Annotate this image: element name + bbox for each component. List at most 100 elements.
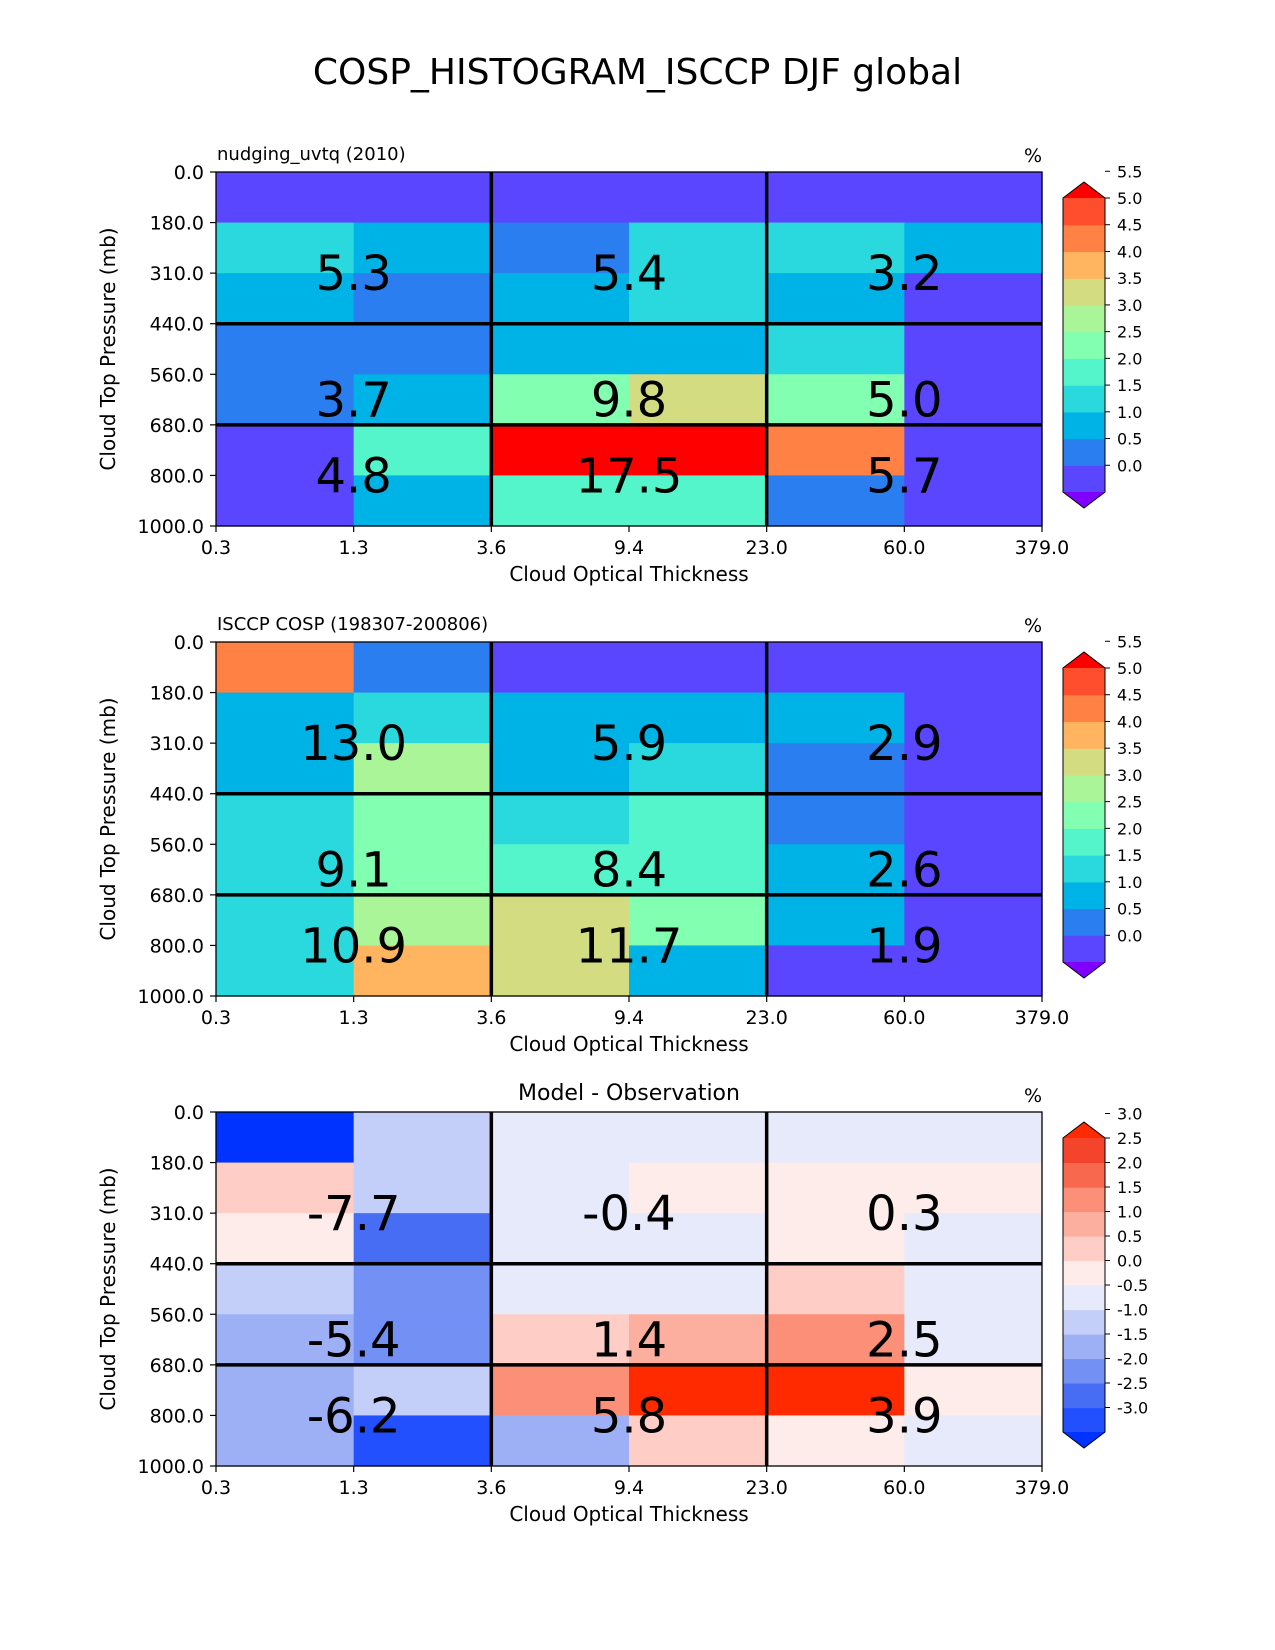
block-value-label: -7.7: [307, 1186, 401, 1242]
heatmap-cell: [629, 374, 768, 426]
heatmap-cell: [353, 1162, 492, 1214]
heatmap-cell: [766, 1112, 905, 1164]
colorbar-tick-label: -0.5: [1117, 1276, 1148, 1295]
y-tick-label: 310.0: [150, 263, 204, 285]
y-tick-label: 180.0: [150, 1153, 204, 1175]
heatmap-cell: [216, 642, 355, 694]
heatmap-cell: [766, 1314, 905, 1366]
heatmap-cell: [629, 424, 768, 477]
block-value-label: 5.3: [315, 246, 391, 302]
colorbar-segment: [1063, 881, 1105, 910]
heatmap-cell: [629, 475, 768, 527]
block-value-label: 1.4: [591, 1313, 667, 1369]
colorbar-extend-bottom: [1063, 1432, 1105, 1448]
heatmap-cell: [216, 1364, 355, 1417]
heatmap-cell: [766, 273, 905, 325]
heatmap-cell: [904, 844, 1043, 896]
x-tick-label: 0.3: [201, 537, 231, 559]
heatmap-cell: [766, 692, 905, 744]
heatmap-cell: [353, 172, 492, 224]
heatmap-cell: [216, 1314, 355, 1366]
block-value-label: 1.9: [866, 918, 942, 974]
heatmap-cell: [766, 475, 905, 527]
heatmap-cell: [766, 1162, 905, 1214]
x-tick-label: 60.0: [883, 1477, 925, 1499]
colorbar-segment: [1063, 1383, 1105, 1409]
colorbar-tick-label: 0.5: [1117, 1227, 1142, 1246]
heatmap-cell: [766, 945, 905, 997]
panel-units: %: [1024, 1085, 1042, 1107]
x-tick-label: 60.0: [883, 537, 925, 559]
heatmap-cell: [766, 172, 905, 224]
colorbar-segment: [1063, 198, 1105, 226]
y-tick-label: 560.0: [150, 364, 204, 386]
x-tick-label: 379.0: [1015, 1007, 1069, 1029]
heatmap-cell: [766, 323, 905, 375]
heatmap-cell: [491, 424, 630, 477]
block-value-label: 13.0: [300, 716, 407, 772]
heatmap-cell: [491, 172, 630, 224]
block-value-label: 8.4: [591, 843, 667, 899]
x-axis-title: Cloud Optical Thickness: [509, 1502, 748, 1526]
heatmap-cell: [216, 692, 355, 744]
panel-title-left: nudging_uvtq (2010): [217, 144, 406, 165]
heatmap-cell: [353, 894, 492, 947]
colorbar-segment: [1063, 278, 1105, 306]
heatmap-cell: [491, 642, 630, 694]
heatmap-cell: [766, 1263, 905, 1315]
colorbar-tick-label: 2.5: [1117, 1129, 1142, 1148]
colorbar-tick-label: 0.0: [1117, 1252, 1142, 1271]
block-value-label: 0.3: [866, 1186, 942, 1242]
panel-units: %: [1024, 145, 1042, 167]
heatmap-cell: [629, 323, 768, 375]
colorbar-tick-label: 1.5: [1117, 846, 1142, 865]
heatmap-cell: [491, 793, 630, 845]
heatmap-cell: [216, 323, 355, 375]
y-tick-label: 0.0: [174, 162, 204, 184]
block-value-label: -6.2: [307, 1388, 401, 1444]
y-tick-label: 800.0: [150, 935, 204, 957]
heatmap-cell: [353, 743, 492, 795]
heatmap-cell: [353, 1314, 492, 1366]
heatmap-cell: [353, 1263, 492, 1315]
heatmap-cell: [216, 1213, 355, 1265]
block-value-label: 2.6: [866, 843, 942, 899]
heatmap-cell: [629, 1263, 768, 1315]
colorbar-tick-label: 3.0: [1117, 766, 1142, 785]
block-value-label: 10.9: [300, 918, 407, 974]
heatmap-cell: [491, 844, 630, 896]
heatmap-cell: [629, 642, 768, 694]
heatmap-cell: [491, 1213, 630, 1265]
heatmap-panel-observation: 13.0 5.9 2.9 9.1 8.4 2.6 10.9 11.7 1.9 0.3 1.3 3.6 9…: [96, 614, 1142, 1056]
heatmap-cell: [353, 475, 492, 527]
colorbar-tick-label: -1.0: [1117, 1301, 1148, 1320]
colorbar-tick-label: 3.5: [1117, 739, 1142, 758]
colorbar-tick-label: 5.0: [1117, 189, 1142, 208]
heatmap-cell: [629, 1112, 768, 1164]
x-tick-label: 1.3: [339, 1007, 369, 1029]
colorbar-segment: [1063, 304, 1105, 333]
heatmap-cell: [216, 172, 355, 224]
colorbar-segment: [1063, 1358, 1105, 1384]
colorbar-tick-label: 5.5: [1117, 162, 1142, 181]
y-tick-label: 1000.0: [138, 1456, 204, 1478]
colorbar-segment: [1063, 774, 1105, 803]
y-tick-label: 560.0: [150, 834, 204, 856]
colorbar-segment: [1063, 438, 1105, 466]
x-tick-label: 9.4: [614, 1007, 644, 1029]
x-tick-label: 1.3: [339, 1477, 369, 1499]
x-tick-label: 9.4: [614, 1477, 644, 1499]
panel-title-center: Model - Observation: [518, 1081, 740, 1106]
heatmap-cell: [629, 793, 768, 845]
heatmap-cell: [491, 1415, 630, 1467]
heatmap-cell: [629, 844, 768, 896]
heatmap-cell: [491, 1162, 630, 1214]
colorbar-segment: [1063, 1138, 1105, 1164]
x-tick-label: 1.3: [339, 537, 369, 559]
heatmap-cell: [904, 1213, 1043, 1265]
heatmap-cell: [353, 844, 492, 896]
heatmap-cell: [216, 273, 355, 325]
block-value-label: 5.9: [591, 716, 667, 772]
block-value-label: 2.9: [866, 716, 942, 772]
colorbar-tick-label: 4.5: [1117, 686, 1142, 705]
